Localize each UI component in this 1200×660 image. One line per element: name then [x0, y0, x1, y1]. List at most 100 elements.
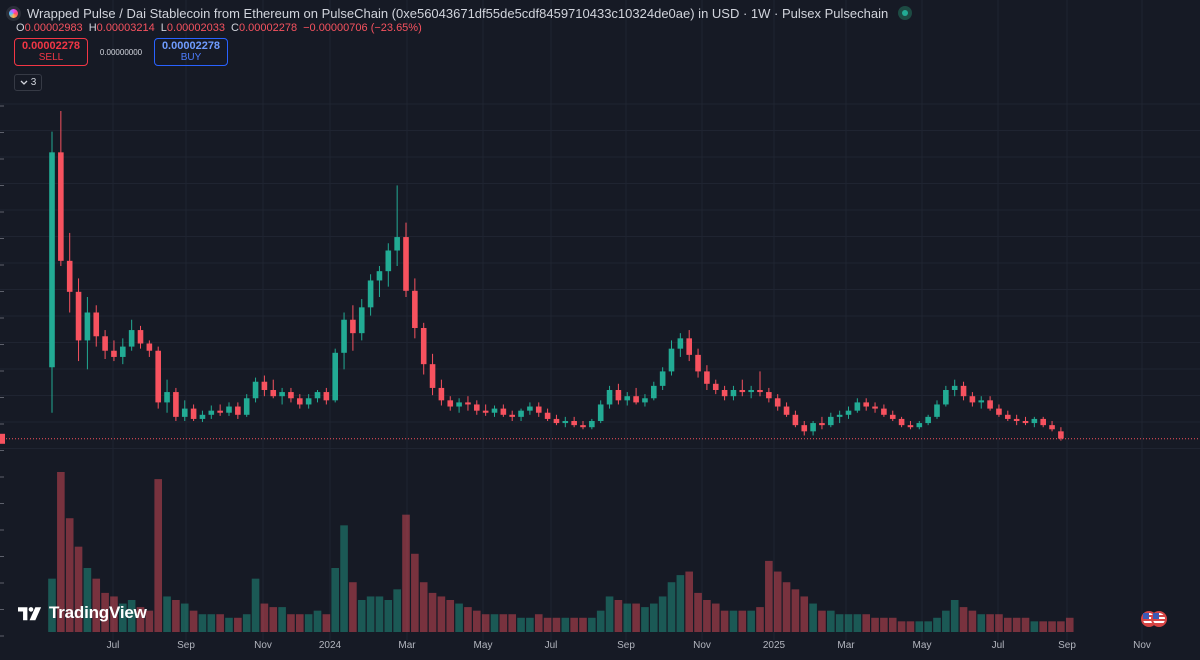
candle[interactable]: [208, 405, 215, 419]
candle[interactable]: [553, 414, 560, 426]
candle[interactable]: [934, 400, 940, 419]
candle[interactable]: [420, 322, 427, 375]
candle[interactable]: [102, 330, 108, 359]
candle[interactable]: [925, 414, 931, 426]
candle[interactable]: [996, 404, 1002, 417]
candle[interactable]: [863, 398, 869, 411]
candle[interactable]: [518, 408, 524, 421]
candle[interactable]: [766, 387, 772, 403]
candle[interactable]: [376, 266, 383, 297]
symbol-title[interactable]: Wrapped Pulse / Dai Stablecoin from Ethe…: [27, 5, 889, 21]
candle[interactable]: [916, 421, 923, 430]
candle[interactable]: [695, 348, 701, 378]
candle[interactable]: [261, 375, 268, 397]
candle[interactable]: [1005, 410, 1011, 421]
candle[interactable]: [235, 402, 241, 419]
candle[interactable]: [173, 387, 179, 421]
time-axis[interactable]: Jul Sep Nov 2024 Mar May Jul Sep Nov 2025 Mar May Ju…: [107, 640, 1151, 651]
candle[interactable]: [854, 398, 861, 413]
candle[interactable]: [429, 353, 436, 396]
candle[interactable]: [845, 406, 852, 419]
candle[interactable]: [659, 367, 666, 390]
candle[interactable]: [199, 410, 206, 423]
candle[interactable]: [323, 387, 330, 405]
candle[interactable]: [456, 398, 462, 413]
candle[interactable]: [739, 379, 746, 397]
candle[interactable]: [828, 412, 834, 428]
candle[interactable]: [120, 338, 126, 365]
candle[interactable]: [907, 421, 914, 430]
candle[interactable]: [146, 340, 153, 357]
candle[interactable]: [305, 394, 312, 409]
candle[interactable]: [270, 379, 277, 399]
candle[interactable]: [297, 394, 303, 409]
candle[interactable]: [1040, 416, 1046, 428]
candle[interactable]: [819, 416, 825, 430]
candle[interactable]: [1031, 416, 1038, 428]
candle[interactable]: [474, 400, 480, 415]
candle[interactable]: [509, 410, 515, 421]
candle[interactable]: [783, 402, 790, 417]
candle[interactable]: [1022, 416, 1029, 426]
candle[interactable]: [889, 410, 896, 421]
candle[interactable]: [872, 402, 878, 413]
candle[interactable]: [394, 185, 400, 266]
candle[interactable]: [677, 333, 684, 357]
candle[interactable]: [155, 346, 161, 409]
candle[interactable]: [668, 340, 675, 376]
candle[interactable]: [686, 330, 692, 362]
candle[interactable]: [412, 278, 418, 339]
candle[interactable]: [535, 402, 542, 417]
candle[interactable]: [792, 410, 799, 428]
candle[interactable]: [810, 421, 816, 436]
candle[interactable]: [960, 381, 967, 401]
candle[interactable]: [624, 392, 631, 406]
candle[interactable]: [93, 305, 100, 347]
candle[interactable]: [606, 385, 613, 409]
candle[interactable]: [350, 305, 356, 351]
candle[interactable]: [651, 381, 657, 401]
candle[interactable]: [801, 421, 808, 436]
candle[interactable]: [978, 396, 985, 409]
tradingview-logo[interactable]: TradingView: [18, 603, 147, 623]
candle[interactable]: [465, 396, 471, 411]
candle[interactable]: [1013, 414, 1020, 426]
candle[interactable]: [580, 421, 586, 430]
candle[interactable]: [571, 416, 577, 428]
candle[interactable]: [438, 379, 445, 406]
candle[interactable]: [943, 385, 949, 407]
candle[interactable]: [704, 365, 710, 390]
candle[interactable]: [217, 404, 223, 416]
candle[interactable]: [615, 383, 622, 405]
candle[interactable]: [562, 416, 569, 428]
candle[interactable]: [314, 390, 321, 403]
candle[interactable]: [128, 319, 135, 351]
candle[interactable]: [58, 111, 64, 266]
candle[interactable]: [226, 402, 232, 416]
candle[interactable]: [836, 410, 843, 424]
candle[interactable]: [385, 243, 392, 287]
candle[interactable]: [75, 278, 82, 362]
candle[interactable]: [84, 297, 91, 370]
candle[interactable]: [111, 340, 117, 362]
candle[interactable]: [252, 377, 259, 403]
candle[interactable]: [597, 400, 604, 424]
us-flag-icon-2[interactable]: [1151, 611, 1167, 627]
candle[interactable]: [1049, 421, 1055, 432]
candle[interactable]: [164, 379, 170, 413]
candle[interactable]: [951, 379, 958, 397]
candle[interactable]: [190, 404, 197, 421]
candle[interactable]: [367, 274, 374, 316]
candlesticks[interactable]: [49, 111, 1064, 441]
candle[interactable]: [544, 408, 551, 421]
candle[interactable]: [527, 402, 533, 415]
indicators-collapse-button[interactable]: 3: [14, 74, 42, 91]
candle[interactable]: [403, 222, 409, 297]
candle[interactable]: [881, 404, 887, 417]
chart-legend-header[interactable]: Wrapped Pulse / Dai Stablecoin from Ethe…: [6, 3, 913, 23]
candle[interactable]: [137, 325, 144, 349]
candle[interactable]: [589, 418, 595, 430]
candle[interactable]: [730, 385, 737, 401]
